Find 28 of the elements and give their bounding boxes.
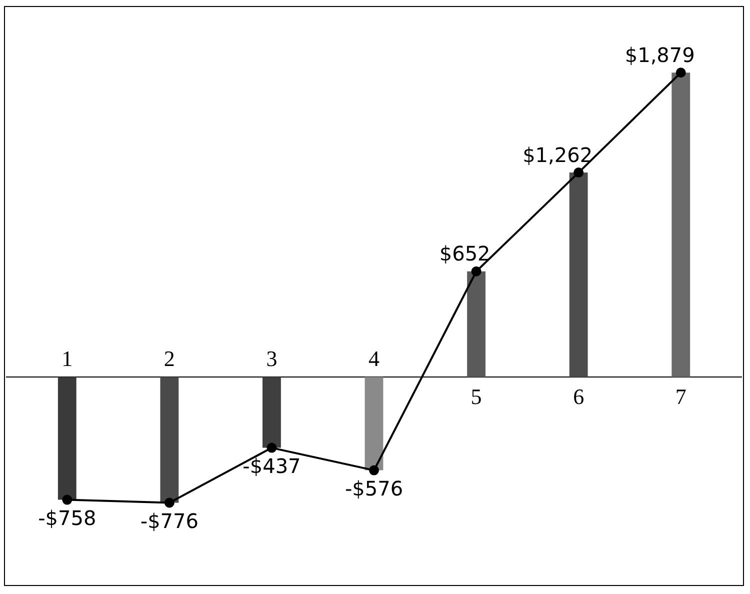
data-label: $1,262	[522, 142, 593, 167]
bar	[672, 72, 690, 377]
data-label: $1,879	[624, 42, 695, 67]
data-label: $652	[439, 242, 490, 266]
x-tick-label: 2	[164, 346, 175, 371]
bar	[364, 377, 384, 470]
point	[369, 465, 379, 476]
point	[471, 266, 482, 276]
x-tick-label: 5	[470, 384, 482, 409]
x-tick-label: 7	[675, 384, 686, 409]
point	[676, 68, 686, 78]
bar	[262, 377, 281, 448]
bar	[160, 377, 179, 503]
data-label: -$758	[38, 506, 96, 530]
x-tick-label: 4	[368, 346, 380, 371]
data-label: -$776	[140, 508, 198, 533]
x-tick-label: 3	[266, 346, 278, 371]
point	[164, 498, 174, 508]
point	[574, 168, 584, 178]
data-label: -$437	[242, 454, 301, 478]
data-label: -$576	[344, 476, 404, 501]
bar	[467, 271, 486, 377]
bar	[569, 172, 588, 377]
bar	[58, 377, 76, 500]
x-tick-label: 6	[573, 384, 584, 409]
point	[62, 494, 72, 505]
point	[266, 442, 277, 453]
x-tick-label: 1	[62, 346, 73, 371]
